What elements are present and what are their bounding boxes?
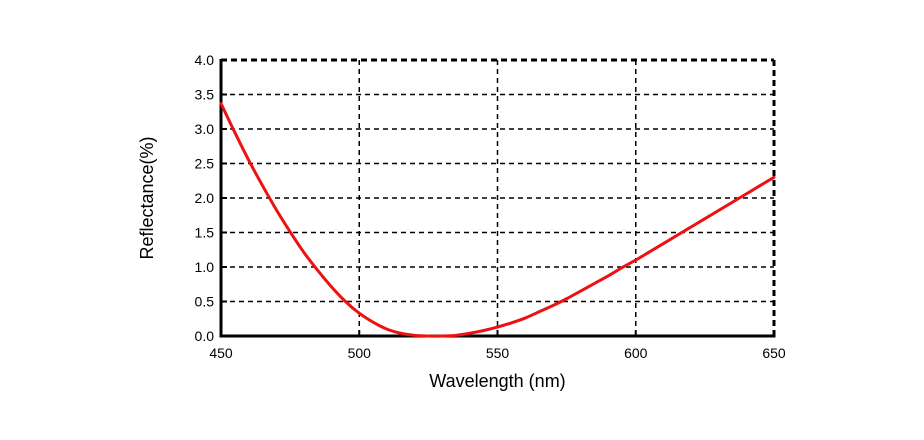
x-tick-label: 500	[348, 345, 372, 361]
x-tick-label: 450	[209, 345, 233, 361]
x-tick-labels: 450 500 550 600 650	[209, 345, 786, 361]
y-tick-label: 2.0	[195, 190, 215, 206]
plot-frame	[219, 58, 776, 338]
grid-lines	[221, 60, 774, 336]
y-axis-title: Reflectance(%)	[137, 136, 157, 259]
series-line-0	[219, 101, 776, 338]
x-axis-title: Wavelength (nm)	[429, 371, 565, 391]
y-tick-label: 1.0	[195, 259, 215, 275]
y-tick-label: 3.0	[195, 121, 215, 137]
y-tick-label: 2.5	[195, 156, 215, 172]
y-tick-label: 1.5	[195, 225, 215, 241]
y-tick-label: 0.5	[195, 294, 215, 310]
y-tick-label: 3.5	[195, 87, 215, 103]
y-tick-label: 4.0	[195, 52, 215, 68]
y-tick-label: 0.0	[195, 328, 215, 344]
x-tick-label: 650	[762, 345, 786, 361]
x-tick-label: 550	[486, 345, 510, 361]
y-tick-labels: 0.0 0.5 1.0 1.5 2.0 2.5 3.0 3.5 4.0	[195, 52, 215, 344]
x-tick-label: 600	[624, 345, 648, 361]
series-layer	[219, 101, 776, 338]
